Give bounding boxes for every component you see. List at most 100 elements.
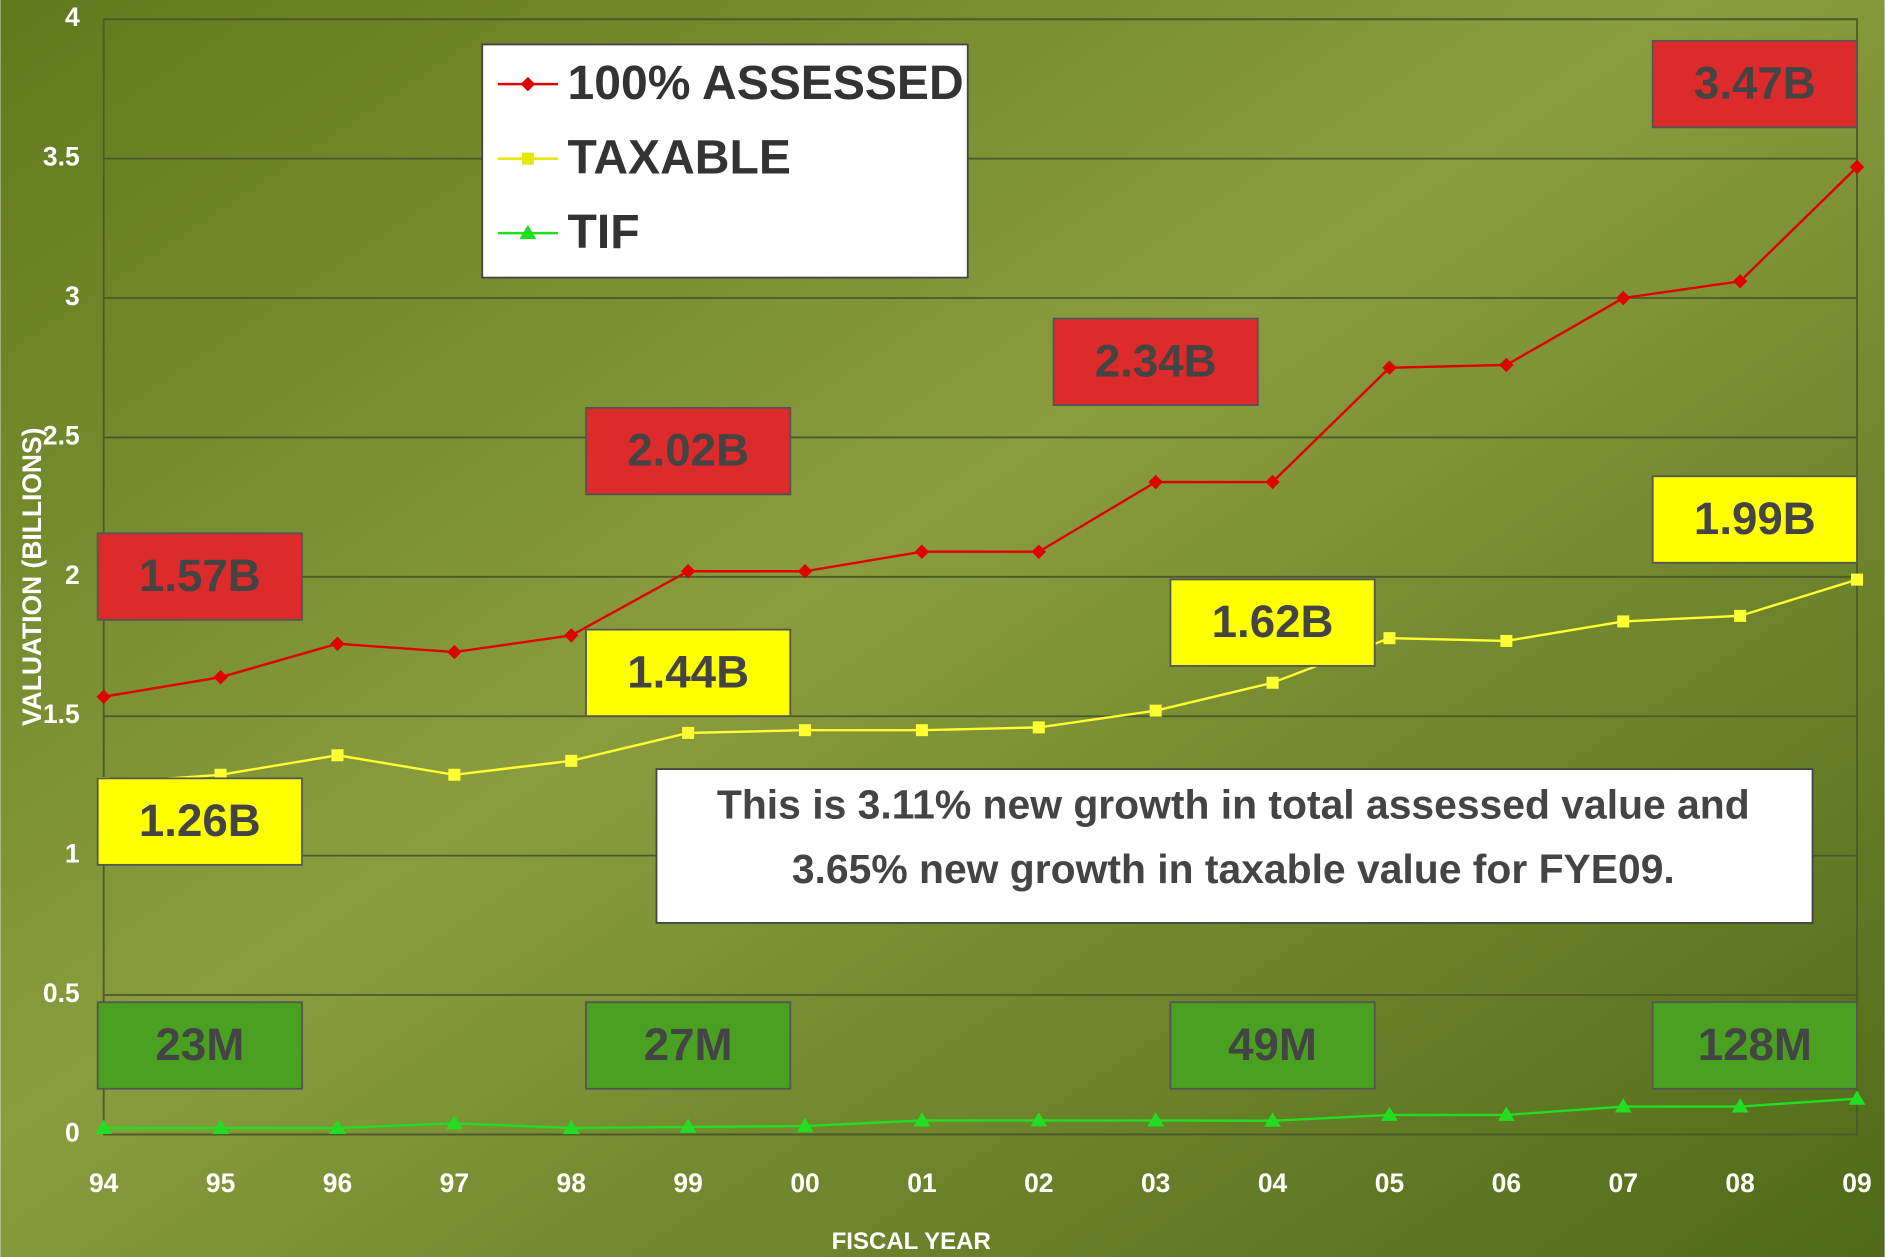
legend-marker [519, 224, 537, 240]
x-tick-label: 98 [557, 1168, 586, 1198]
value-label: 128M [1698, 1019, 1812, 1070]
value-label: 3.47B [1694, 58, 1816, 109]
point-marker [1030, 1112, 1048, 1127]
x-tick-label: 09 [1842, 1168, 1871, 1198]
point-marker [914, 544, 930, 559]
value-label: 49M [1228, 1019, 1317, 1070]
y-tick-label: 2.5 [43, 420, 80, 450]
point-marker [1383, 632, 1396, 645]
value-label-box [1651, 39, 1858, 129]
point-marker [565, 754, 578, 767]
point-marker [1848, 1090, 1866, 1105]
legend: 100% ASSESSED TAXABLE TIF [481, 43, 969, 279]
point-marker [212, 1119, 229, 1135]
value-label-box [96, 1001, 303, 1090]
value-label: 23M [155, 1019, 244, 1070]
series-line [103, 1097, 1858, 1130]
point-marker [1147, 1112, 1165, 1127]
value-label-box [585, 406, 792, 496]
x-tick-label: 02 [1024, 1168, 1053, 1198]
point-marker [1266, 676, 1279, 689]
annotation-text: This is 3.11% new growth in total assess… [717, 781, 1750, 827]
point-marker [915, 724, 928, 737]
value-label-box [1169, 578, 1376, 667]
point-marker [799, 724, 812, 737]
x-tick-label: 95 [206, 1168, 235, 1198]
value-label-box [585, 1001, 792, 1090]
legend-marker [520, 76, 536, 92]
value-label-box [96, 777, 303, 866]
x-tick-label: 94 [89, 1168, 119, 1198]
x-axis-title: FISCAL YEAR [832, 1228, 991, 1255]
point-marker [96, 689, 111, 704]
point-marker [1851, 573, 1864, 586]
y-tick-label: 3 [65, 281, 80, 311]
value-label-box [1052, 317, 1259, 407]
value-label: 2.02B [627, 425, 749, 476]
y-tick-label: 0.5 [43, 978, 80, 1008]
value-label-box [585, 628, 792, 718]
annotation-text: 3.65% new growth in taxable value for FY… [792, 846, 1675, 892]
point-marker [330, 636, 345, 651]
point-marker [1500, 634, 1513, 647]
y-tick-label: 2 [65, 560, 80, 590]
point-marker [447, 644, 462, 660]
series-line [103, 578, 1858, 785]
x-tick-label: 97 [440, 1168, 469, 1198]
value-label: 1.62B [1212, 596, 1334, 647]
value-label: 27M [644, 1019, 733, 1070]
x-tick-label: 04 [1258, 1168, 1288, 1198]
point-marker [1032, 721, 1045, 734]
point-marker [682, 726, 695, 739]
y-tick-label: 1 [65, 839, 80, 869]
value-label-box [1651, 1001, 1858, 1090]
y-tick-label: 4 [65, 2, 80, 32]
value-label: 1.44B [627, 646, 749, 697]
x-tick-label: 05 [1375, 1168, 1404, 1198]
point-marker [1734, 609, 1747, 622]
point-marker [448, 768, 461, 781]
point-marker [1149, 704, 1162, 717]
y-tick-label: 0 [65, 1117, 80, 1147]
legend-label: TIF [568, 205, 640, 259]
value-label: 2.34B [1095, 335, 1217, 386]
series-line [103, 166, 1858, 698]
annotation-box [655, 768, 1814, 924]
point-marker [329, 1119, 346, 1135]
y-axis-title: VALUATION (BILLIONS) [17, 428, 47, 726]
y-tick-label: 1.5 [43, 699, 80, 729]
legend-box [481, 43, 969, 279]
x-tick-label: 99 [673, 1168, 702, 1198]
y-tick-label: 3.5 [43, 142, 80, 172]
value-label-box [1651, 475, 1858, 564]
x-tick-label: 03 [1141, 1168, 1170, 1198]
x-tick-label: 00 [790, 1168, 819, 1198]
point-marker [796, 1117, 814, 1133]
point-marker [1617, 615, 1630, 628]
point-marker [1265, 474, 1280, 490]
legend-label: TAXABLE [568, 131, 791, 185]
value-label-box [96, 532, 303, 621]
legend-marker [521, 152, 534, 165]
x-tick-label: 01 [907, 1168, 936, 1198]
point-marker [679, 1118, 697, 1133]
point-marker [1382, 360, 1397, 375]
point-marker [1614, 1098, 1632, 1113]
point-marker [1381, 1106, 1398, 1121]
point-marker [1031, 544, 1047, 559]
point-marker [562, 1119, 580, 1135]
point-marker [913, 1112, 931, 1127]
value-label: 1.26B [139, 795, 261, 846]
x-tick-label: 07 [1609, 1168, 1638, 1198]
point-marker [331, 749, 344, 762]
point-marker [1731, 1098, 1749, 1113]
point-marker [213, 669, 228, 685]
x-tick-label: 08 [1725, 1168, 1754, 1198]
value-label-box [1169, 1001, 1376, 1090]
point-marker [445, 1114, 463, 1130]
x-tick-label: 06 [1492, 1168, 1521, 1198]
value-label: 1.99B [1694, 493, 1816, 544]
point-marker [680, 564, 696, 579]
value-label: 1.57B [139, 550, 261, 601]
